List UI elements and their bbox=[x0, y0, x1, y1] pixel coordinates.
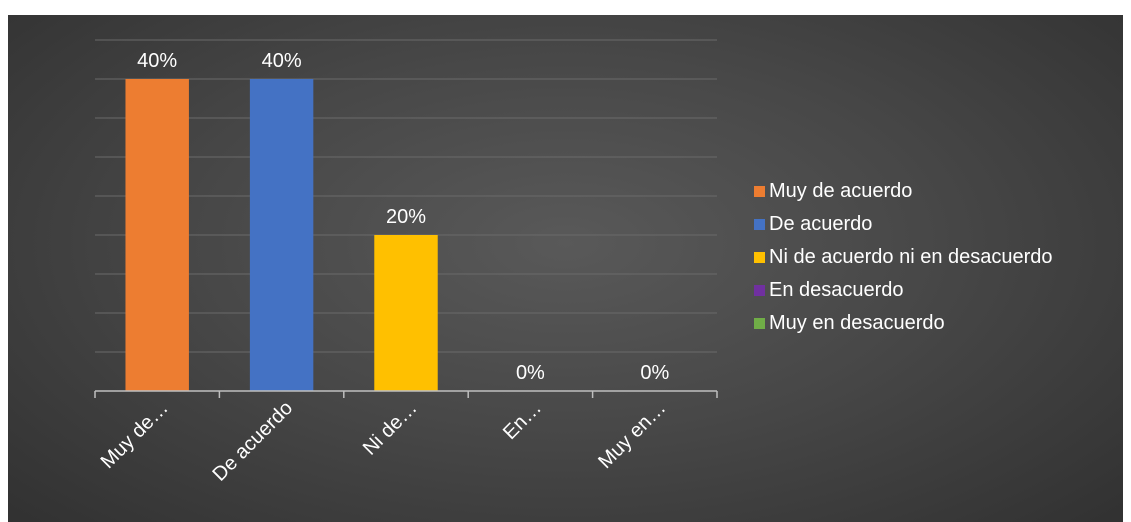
x-tick-label: De acuerdo bbox=[208, 397, 297, 486]
x-tick-label: Muy en… bbox=[594, 397, 670, 473]
data-label: 40% bbox=[137, 50, 177, 72]
legend-swatch bbox=[754, 219, 765, 230]
bars bbox=[125, 79, 438, 391]
legend-label: Muy de acuerdo bbox=[769, 180, 913, 202]
legend-label: Ni de acuerdo ni en desacuerdo bbox=[769, 246, 1053, 268]
data-label: 20% bbox=[386, 206, 426, 228]
legend-item: De acuerdo bbox=[754, 208, 1053, 241]
data-label: 0% bbox=[516, 362, 545, 384]
x-tick-label: Ni de… bbox=[359, 397, 422, 460]
legend-item: Muy en desacuerdo bbox=[754, 307, 1053, 340]
legend-swatch bbox=[754, 318, 765, 329]
data-label: 40% bbox=[262, 50, 302, 72]
legend-label: De acuerdo bbox=[769, 213, 873, 235]
bar-2 bbox=[249, 79, 314, 391]
data-label: 0% bbox=[640, 362, 669, 384]
data-labels: 40% 40% 20% 0% 0% bbox=[137, 50, 669, 384]
chart-area: 40% 40% 20% 0% 0% Muy de… De acuerdo Ni de… En…… bbox=[8, 15, 1123, 522]
x-tick-labels: Muy de… De acuerdo Ni de… En… Muy en… bbox=[97, 397, 671, 486]
legend-swatch bbox=[754, 285, 765, 296]
bar-chart: 40% 40% 20% 0% 0% Muy de… De acuerdo Ni de… En…… bbox=[94, 39, 718, 486]
legend: Muy de acuerdo De acuerdo Ni de acuerdo ni… bbox=[754, 175, 1053, 340]
legend-swatch bbox=[754, 252, 765, 263]
legend-item: Muy de acuerdo bbox=[754, 175, 1053, 208]
bar-1 bbox=[125, 79, 189, 391]
legend-label: En desacuerdo bbox=[769, 279, 904, 301]
bar-3 bbox=[374, 235, 438, 391]
x-tick-label: Muy de… bbox=[97, 397, 173, 473]
legend-label: Muy en desacuerdo bbox=[769, 312, 945, 334]
x-axis bbox=[94, 390, 718, 398]
legend-item: Ni de acuerdo ni en desacuerdo bbox=[754, 241, 1053, 274]
legend-item: En desacuerdo bbox=[754, 274, 1053, 307]
x-tick-label: En… bbox=[499, 397, 546, 444]
legend-swatch bbox=[754, 186, 765, 197]
gridlines bbox=[95, 39, 717, 353]
